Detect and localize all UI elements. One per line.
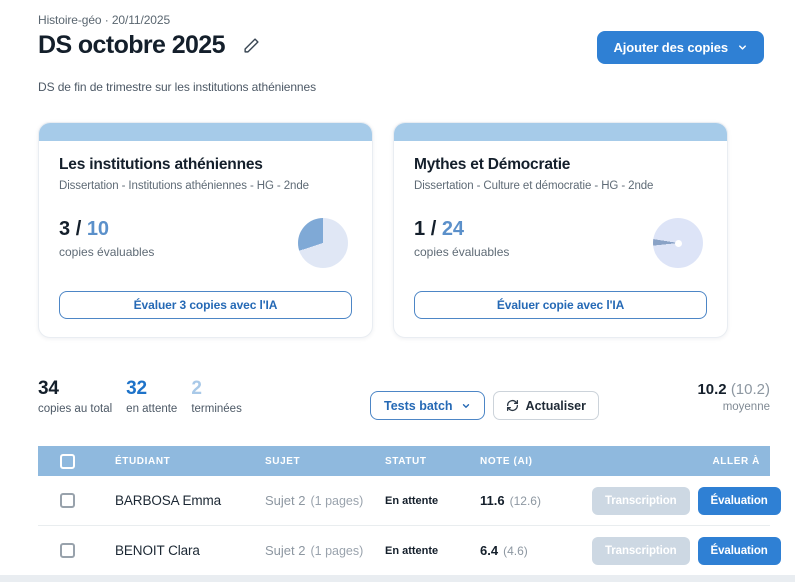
row-checkbox[interactable] bbox=[60, 493, 75, 508]
table-header-row: ÉTUDIANT SUJET STATUT NOTE (AI) ALLER À bbox=[38, 446, 770, 476]
table-row: BARBOSA Emma Sujet 2 (1 pages) En attente… bbox=[38, 476, 781, 526]
evaluable-count: 1 bbox=[414, 218, 426, 240]
subject-card-institutions: Les institutions athéniennes Dissertatio… bbox=[38, 122, 373, 338]
note-paren-value: (4.6) bbox=[503, 543, 528, 558]
tests-batch-dropdown[interactable]: Tests batch bbox=[370, 391, 485, 420]
evaluate-copies-button[interactable]: Évaluer 3 copies avec l'IA bbox=[59, 291, 352, 319]
page-bottom-background bbox=[0, 575, 795, 582]
note-value: 11.6 bbox=[480, 493, 505, 508]
subject-cell: Sujet 2 bbox=[265, 493, 306, 508]
tests-batch-label: Tests batch bbox=[384, 398, 453, 413]
evaluable-fraction: 3 / 10 bbox=[59, 218, 154, 241]
total-count: 24 bbox=[441, 218, 465, 240]
header-note-ai: NOTE (AI) bbox=[480, 455, 533, 467]
table-row: BENOIT Clara Sujet 2 (1 pages) En attente… bbox=[38, 526, 781, 576]
card-subtitle: Dissertation - Culture et démocratie - H… bbox=[414, 180, 654, 192]
row-checkbox[interactable] bbox=[60, 543, 75, 558]
pages-count: (1 pages) bbox=[310, 493, 364, 508]
evaluation-button[interactable]: Évaluation bbox=[697, 486, 781, 515]
toolbar: Tests batch Actualiser bbox=[370, 391, 599, 420]
refresh-label: Actualiser bbox=[525, 398, 586, 413]
transcription-button[interactable]: Transcription bbox=[592, 536, 690, 565]
card-accent-strip bbox=[394, 123, 727, 141]
stat-pending: 32 en attente bbox=[126, 378, 177, 415]
average-score: 10.2 (10.2) moyenne bbox=[697, 381, 770, 413]
header-etudiant: ÉTUDIANT bbox=[115, 455, 171, 467]
add-copies-label: Ajouter des copies bbox=[613, 40, 728, 55]
evaluable-label: copies évaluables bbox=[414, 245, 510, 259]
stat-label: en attente bbox=[126, 403, 178, 415]
chevron-down-icon bbox=[737, 42, 748, 53]
stat-value: 2 bbox=[191, 378, 202, 399]
progress-pie-chart bbox=[298, 218, 348, 268]
progress-pie-chart bbox=[653, 218, 703, 268]
select-all-checkbox[interactable] bbox=[60, 453, 75, 469]
stat-label: terminées bbox=[191, 403, 242, 415]
note-paren-value: (12.6) bbox=[509, 493, 541, 508]
fraction-separator: / bbox=[75, 218, 82, 240]
header-sujet: SUJET bbox=[265, 455, 301, 467]
card-subtitle: Dissertation - Institutions athéniennes … bbox=[59, 180, 309, 192]
header-statut: STATUT bbox=[385, 455, 427, 467]
student-name: BARBOSA Emma bbox=[115, 493, 222, 508]
edit-title-button[interactable] bbox=[241, 35, 262, 56]
note-value: 6.4 bbox=[480, 543, 499, 558]
pages-count: (1 pages) bbox=[310, 543, 364, 558]
evaluable-fraction: 1 / 24 bbox=[414, 218, 509, 241]
refresh-icon bbox=[506, 399, 519, 412]
stat-total-copies: 34 copies au total bbox=[38, 378, 112, 415]
subject-cell: Sujet 2 bbox=[265, 543, 306, 558]
title-row: DS octobre 2025 bbox=[38, 31, 262, 60]
evaluation-button[interactable]: Évaluation bbox=[697, 536, 781, 565]
page-title: DS octobre 2025 bbox=[38, 31, 226, 59]
add-copies-button[interactable]: Ajouter des copies bbox=[597, 31, 764, 64]
chevron-down-icon bbox=[461, 401, 471, 411]
evaluable-label: copies évaluables bbox=[59, 245, 155, 259]
average-paren-value: (10.2) bbox=[730, 381, 770, 398]
breadcrumb: Histoire-géo · 20/11/2025 bbox=[38, 13, 171, 27]
status-cell: En attente bbox=[385, 494, 439, 507]
stat-value: 34 bbox=[38, 378, 59, 399]
stat-finished: 2 terminées bbox=[191, 378, 242, 415]
average-label: moyenne bbox=[722, 401, 770, 413]
average-value: 10.2 bbox=[697, 381, 727, 398]
fraction-separator: / bbox=[430, 218, 437, 240]
evaluable-count: 3 bbox=[59, 218, 71, 240]
subject-cards: Les institutions athéniennes Dissertatio… bbox=[38, 122, 728, 338]
evaluate-copies-button[interactable]: Évaluer copie avec l'IA bbox=[414, 291, 707, 319]
summary-stats: 34 copies au total 32 en attente 2 termi… bbox=[38, 378, 242, 415]
pie-center-dot bbox=[674, 239, 682, 247]
stat-value: 32 bbox=[126, 378, 147, 399]
header-aller-a: ALLER À bbox=[712, 455, 760, 467]
total-count: 10 bbox=[86, 218, 110, 240]
transcription-button[interactable]: Transcription bbox=[592, 486, 690, 515]
pencil-icon bbox=[243, 37, 260, 54]
student-name: BENOIT Clara bbox=[115, 543, 200, 558]
card-title: Mythes et Démocratie bbox=[414, 156, 571, 173]
subject-card-mythes: Mythes et Démocratie Dissertation - Cult… bbox=[393, 122, 728, 338]
page-subtitle: DS de fin de trimestre sur les instituti… bbox=[38, 80, 316, 94]
stat-label: copies au total bbox=[38, 403, 113, 415]
copies-table: ÉTUDIANT SUJET STATUT NOTE (AI) ALLER À … bbox=[38, 446, 781, 576]
status-cell: En attente bbox=[385, 544, 439, 557]
card-accent-strip bbox=[39, 123, 372, 141]
refresh-button[interactable]: Actualiser bbox=[492, 391, 599, 420]
card-title: Les institutions athéniennes bbox=[59, 156, 263, 173]
